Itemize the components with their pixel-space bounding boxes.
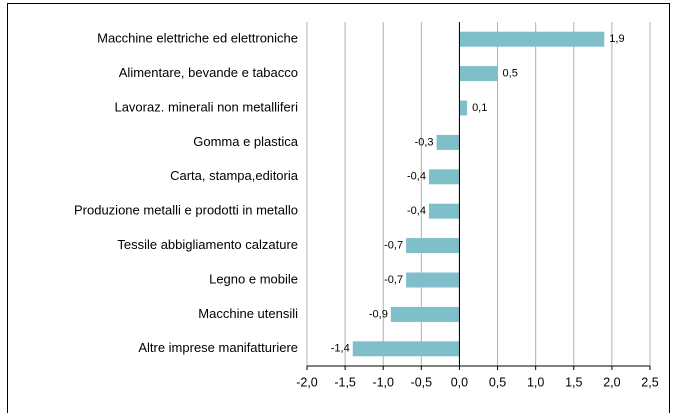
x-tick-label: 1,0 bbox=[527, 375, 544, 389]
bar bbox=[436, 134, 460, 150]
frame bbox=[7, 3, 670, 413]
value-label: -0,4 bbox=[407, 171, 426, 183]
x-tick-label: 0,5 bbox=[489, 375, 506, 389]
y-tick-label: Carta, stampa,editoria bbox=[170, 168, 299, 183]
x-tick-label: 2,0 bbox=[603, 375, 620, 389]
bar bbox=[459, 100, 468, 116]
x-tick-label: -0,5 bbox=[411, 375, 433, 389]
y-tick-label: Macchine elettriche ed elettroniche bbox=[97, 31, 298, 46]
y-tick-label: Gomma e plastica bbox=[193, 134, 299, 149]
value-label: -0,9 bbox=[369, 308, 388, 320]
value-label: 1,9 bbox=[609, 33, 624, 45]
y-tick-label: Alimentare, bevande e tabacco bbox=[119, 65, 298, 80]
x-tick-label: -1,0 bbox=[372, 375, 394, 389]
x-tick-label: 2,5 bbox=[641, 375, 658, 389]
bar bbox=[428, 169, 460, 185]
bar bbox=[352, 341, 460, 357]
y-tick-label: Altre imprese manifatturiere bbox=[138, 340, 298, 355]
y-tick-label: Macchine utensili bbox=[198, 306, 298, 321]
x-tick-label: -2,0 bbox=[296, 375, 318, 389]
value-label: 0,5 bbox=[503, 68, 518, 80]
value-label: -0,4 bbox=[407, 205, 426, 217]
bar bbox=[459, 31, 605, 47]
x-tick-label: -1,5 bbox=[334, 375, 356, 389]
y-tick-label: Legno e mobile bbox=[209, 271, 298, 286]
bar bbox=[406, 238, 460, 254]
value-label: 0,1 bbox=[472, 102, 487, 114]
y-tick-label: Produzione metalli e prodotti in metallo bbox=[74, 203, 298, 218]
value-label: -1,4 bbox=[331, 343, 350, 355]
bar bbox=[390, 306, 460, 322]
x-tick-label: 0,0 bbox=[451, 375, 468, 389]
value-label: -0,3 bbox=[415, 136, 434, 148]
bar bbox=[406, 272, 460, 288]
value-label: -0,7 bbox=[384, 240, 403, 252]
x-tick-label: 1,5 bbox=[565, 375, 582, 389]
bar bbox=[459, 66, 498, 82]
y-tick-label: Lavoraz. minerali non metalliferi bbox=[114, 99, 298, 114]
y-tick-label: Tessile abbigliamento calzature bbox=[117, 237, 298, 252]
value-label: -0,7 bbox=[384, 274, 403, 286]
bar bbox=[428, 203, 460, 219]
